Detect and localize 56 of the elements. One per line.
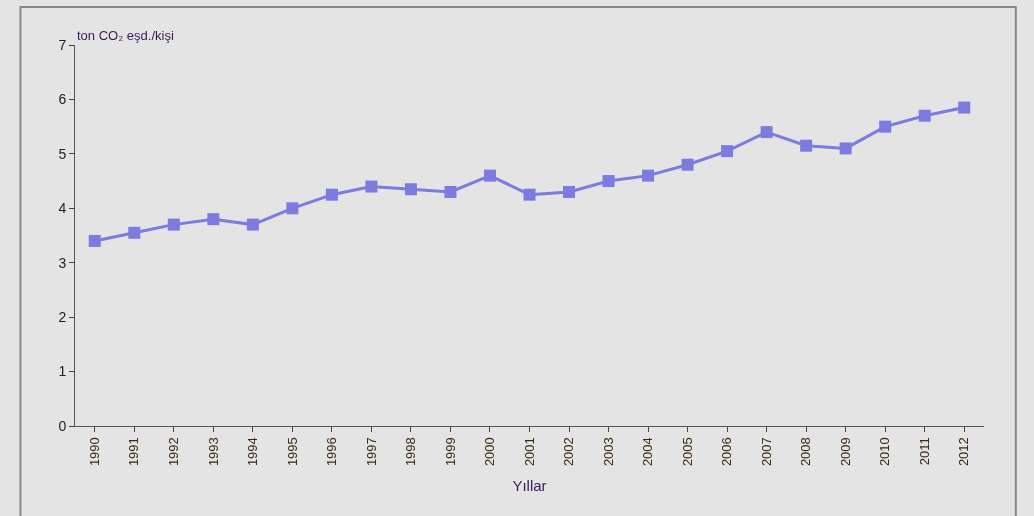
- x-tick-label: 2012: [956, 437, 972, 467]
- x-tick-label: 2004: [640, 437, 656, 467]
- x-tick-label: 2010: [877, 437, 893, 467]
- point: [721, 145, 734, 158]
- point: [523, 188, 536, 201]
- point: [918, 109, 931, 122]
- point: [563, 185, 576, 198]
- x-tick-label: 2005: [679, 437, 695, 467]
- y-tick-label: 2: [58, 309, 67, 326]
- point: [800, 139, 813, 152]
- point: [483, 169, 496, 182]
- x-tick-label: 1990: [86, 437, 102, 467]
- point: [88, 234, 101, 247]
- x-tick-label: 2007: [758, 437, 774, 467]
- x-tick-label: 2009: [837, 437, 853, 467]
- y-tick-label: 3: [58, 254, 67, 271]
- point: [602, 175, 615, 188]
- y-tick-label: 4: [58, 200, 67, 217]
- y-tick-label: 5: [58, 145, 67, 162]
- x-tick-label: 2002: [561, 437, 577, 467]
- point: [958, 101, 971, 114]
- x-tick-label: 2000: [482, 437, 498, 467]
- point: [839, 142, 852, 155]
- x-tick-label: 2003: [600, 437, 616, 467]
- x-tick-label: 2006: [719, 437, 735, 467]
- y-tick-label: 1: [58, 363, 67, 380]
- x-tick-label: 1994: [245, 437, 261, 467]
- x-tick-label: 1991: [126, 437, 142, 467]
- point: [128, 226, 141, 239]
- x-tick-label: 2008: [798, 437, 814, 467]
- x-axis-title: Yıllar: [512, 477, 547, 495]
- x-tick-label: 1993: [205, 437, 221, 467]
- point: [760, 126, 773, 139]
- point: [642, 169, 655, 182]
- point: [404, 183, 417, 196]
- y-tick-label: 6: [58, 91, 67, 108]
- x-tick-label: 1999: [442, 437, 458, 467]
- point: [325, 188, 338, 201]
- y-tick-label: 0: [58, 417, 67, 434]
- y-tick-label: 7: [58, 36, 67, 53]
- point: [681, 158, 694, 171]
- x-tick-label: 2011: [916, 437, 932, 466]
- point: [444, 185, 457, 198]
- point: [246, 218, 259, 231]
- x-tick-label: 1996: [324, 437, 340, 467]
- point: [879, 120, 892, 133]
- point: [167, 218, 180, 231]
- x-tick-label: 1992: [166, 437, 182, 467]
- point: [207, 213, 220, 226]
- x-tick-label: 2001: [521, 437, 537, 467]
- y-axis-title: ton CO₂ eşd./kişi: [77, 28, 174, 43]
- x-tick-label: 1997: [363, 437, 379, 467]
- point: [286, 202, 299, 215]
- point: [365, 180, 378, 193]
- x-tick-label: 1998: [403, 437, 419, 467]
- x-tick-label: 1995: [284, 437, 300, 467]
